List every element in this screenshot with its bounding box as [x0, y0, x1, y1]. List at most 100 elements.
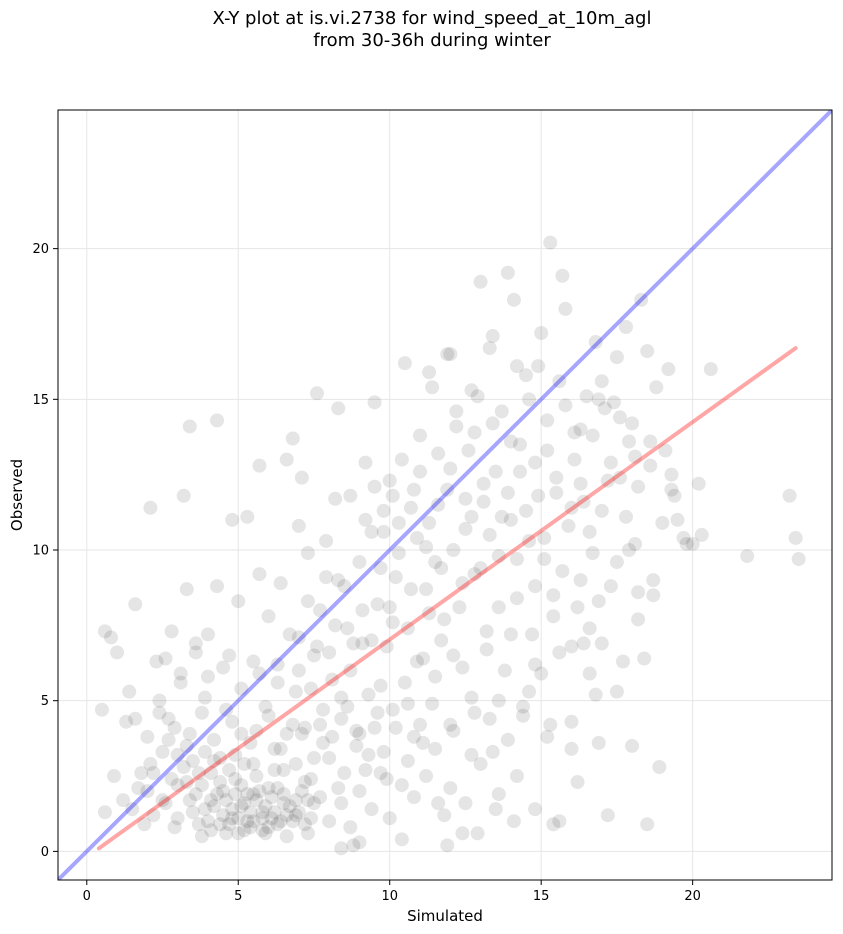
- scatter-point: [482, 527, 497, 542]
- scatter-point: [382, 811, 397, 826]
- scatter-point: [191, 766, 206, 781]
- scatter-point: [512, 464, 527, 479]
- scatter-point: [294, 784, 309, 799]
- scatter-point: [203, 793, 218, 808]
- scatter-point: [300, 826, 315, 841]
- scatter-point: [203, 766, 218, 781]
- scatter-point: [482, 341, 497, 356]
- scatter-point: [358, 763, 373, 777]
- scatter-point: [591, 594, 606, 609]
- y-axis-label: Observed: [8, 459, 26, 531]
- scatter-point: [234, 778, 249, 793]
- regression-line: [96, 346, 798, 851]
- scatter-point: [509, 769, 524, 784]
- scatter-point: [334, 690, 349, 705]
- scatter-point: [219, 702, 234, 717]
- scatter-point: [619, 319, 633, 334]
- scatter-point: [500, 732, 515, 747]
- scatter-point: [97, 624, 112, 639]
- scatter-point: [240, 814, 255, 829]
- scatter-point: [116, 793, 131, 808]
- scatter-point: [313, 717, 328, 732]
- scatter-point: [446, 723, 461, 738]
- scatter-point: [288, 684, 303, 699]
- scatter-point: [285, 717, 300, 732]
- scatter-point: [788, 530, 803, 545]
- scatter-point: [346, 636, 361, 651]
- scatter-point: [403, 582, 418, 597]
- scatter-point: [325, 729, 340, 744]
- scatter-point: [622, 434, 637, 449]
- scatter-point: [464, 690, 479, 705]
- scatter-point: [273, 814, 288, 829]
- scatter-point: [455, 826, 470, 841]
- scatter-point: [294, 470, 309, 485]
- scatter-point: [279, 452, 294, 467]
- scatter-point: [394, 778, 409, 793]
- scatter-point: [573, 476, 588, 491]
- scatter-point: [446, 648, 461, 663]
- scatter-point: [291, 663, 306, 678]
- scatter-point: [170, 747, 185, 762]
- scatter-point: [164, 624, 179, 639]
- scatter-point: [503, 434, 518, 449]
- scatter-point: [664, 482, 679, 497]
- plot-area: [58, 110, 832, 880]
- scatter-point: [258, 699, 273, 714]
- scatter-point: [188, 787, 203, 802]
- scatter-point: [352, 784, 367, 799]
- scatter-point: [279, 808, 294, 823]
- scatter-point: [276, 787, 291, 802]
- scatter-point: [140, 784, 155, 799]
- scatter-point: [319, 570, 334, 585]
- scatter-point: [194, 705, 209, 720]
- scatter-point: [385, 488, 400, 503]
- scatter-point: [497, 663, 512, 678]
- scatter-point: [182, 793, 197, 808]
- scatter-point: [170, 778, 185, 793]
- scatter-point: [252, 784, 267, 799]
- scatter-point: [537, 552, 552, 567]
- scatter-point: [134, 766, 149, 781]
- scatter-point: [300, 594, 315, 609]
- scatter-point: [300, 793, 315, 808]
- scatter-point: [503, 627, 518, 642]
- scatter-point: [331, 573, 346, 588]
- scatter-point: [173, 666, 188, 681]
- scatter-point: [119, 714, 134, 729]
- scatter-point: [552, 374, 567, 389]
- scatter-point: [506, 292, 521, 307]
- scatter-point: [470, 826, 485, 841]
- scatter-point: [167, 720, 182, 735]
- scatter-point: [146, 808, 161, 823]
- scatter-point: [479, 624, 494, 639]
- scatter-point: [197, 802, 212, 817]
- scatter-point: [652, 759, 667, 774]
- scatter-point: [237, 796, 252, 811]
- scatter-point: [409, 530, 424, 545]
- scatter-point: [249, 793, 264, 808]
- scatter-point: [543, 235, 558, 250]
- scatter-point: [288, 793, 303, 808]
- scatter-point: [161, 711, 176, 726]
- scatter-point: [349, 723, 364, 738]
- scatter-point: [422, 515, 437, 530]
- scatter-point: [503, 512, 518, 527]
- y-tick-label: 20: [32, 242, 49, 257]
- scatter-point: [585, 428, 600, 443]
- scatter-point: [567, 425, 582, 440]
- scatter-point: [416, 735, 431, 750]
- scatter-point: [213, 750, 228, 765]
- scatter-point: [440, 838, 455, 853]
- scatter-point: [222, 817, 237, 832]
- y-tick-label: 5: [41, 694, 49, 709]
- chart-title-line: X-Y plot at is.vi.2738 for wind_speed_at…: [213, 8, 652, 29]
- scatter-point: [413, 428, 428, 443]
- scatter-point: [219, 793, 234, 808]
- scatter-point: [279, 829, 294, 844]
- scatter-point: [288, 808, 303, 823]
- scatter-point: [658, 443, 673, 458]
- scatter-point: [306, 750, 321, 765]
- scatter-point: [340, 621, 355, 636]
- scatter-point: [494, 509, 509, 524]
